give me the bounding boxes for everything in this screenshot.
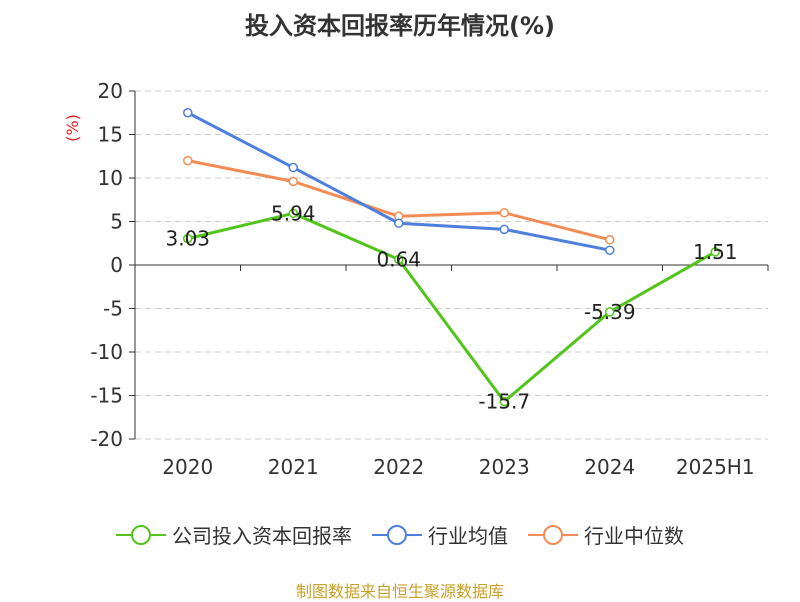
x-tick-label: 2025H1 — [676, 455, 755, 479]
data-point — [605, 235, 615, 245]
data-point — [605, 245, 615, 255]
data-source-note: 制图数据来自恒生聚源数据库 — [295, 582, 504, 601]
data-point — [394, 254, 404, 265]
chart-legend: 公司投入资本回报率 行业均值 行业中位数 — [0, 520, 800, 549]
y-tick-label: 0 — [110, 253, 123, 277]
series-line — [187, 211, 716, 404]
x-tick-label: 2024 — [584, 455, 635, 479]
y-tick-label: -20 — [90, 427, 123, 451]
chart-title: 投入资本回报率历年情况(%) — [245, 12, 555, 40]
y-tick-label: -15 — [90, 384, 123, 408]
data-point — [183, 108, 193, 118]
data-point — [499, 396, 509, 407]
x-tick-label: 2022 — [373, 455, 424, 479]
data-point — [183, 233, 193, 244]
y-tick-label: 15 — [98, 123, 123, 147]
data-point — [605, 307, 615, 317]
legend-label-industry-median: 行业中位数 — [584, 524, 684, 548]
data-label: -5.39 — [584, 300, 636, 324]
y-tick-label: 10 — [98, 166, 123, 190]
y-tick-label: -5 — [103, 297, 123, 321]
data-point — [288, 176, 298, 187]
x-tick-label: 2021 — [268, 455, 319, 479]
y-tick-label: -10 — [90, 340, 123, 364]
data-label: 0.64 — [376, 247, 421, 271]
data-point — [288, 208, 298, 219]
legend-swatch-blue — [372, 524, 422, 545]
data-point — [183, 155, 193, 166]
data-point — [499, 224, 509, 235]
legend-item-industry-median[interactable]: 行业中位数 — [528, 520, 684, 549]
data-label: 3.03 — [165, 227, 210, 251]
y-axis-label: (%) — [63, 114, 82, 142]
x-tick-label: 2020 — [162, 455, 213, 479]
data-label: -15.7 — [478, 390, 530, 414]
y-tick-label: 5 — [110, 210, 123, 234]
legend-swatch-orange — [528, 524, 578, 545]
data-label: 5.94 — [271, 201, 316, 225]
data-point — [394, 218, 404, 228]
data-point — [499, 208, 509, 218]
legend-label-company: 公司投入资本回报率 — [172, 524, 352, 548]
legend-swatch-green — [116, 524, 166, 545]
series-line — [187, 111, 611, 252]
legend-item-company[interactable]: 公司投入资本回报率 — [116, 520, 352, 549]
x-tick-label: 2023 — [479, 455, 530, 479]
legend-label-industry-mean: 行业均值 — [428, 524, 508, 548]
data-label: 1.51 — [693, 240, 738, 264]
y-tick-label: 20 — [98, 79, 123, 103]
data-point — [288, 162, 298, 173]
legend-item-industry-mean[interactable]: 行业均值 — [372, 520, 508, 549]
data-point — [710, 247, 720, 257]
